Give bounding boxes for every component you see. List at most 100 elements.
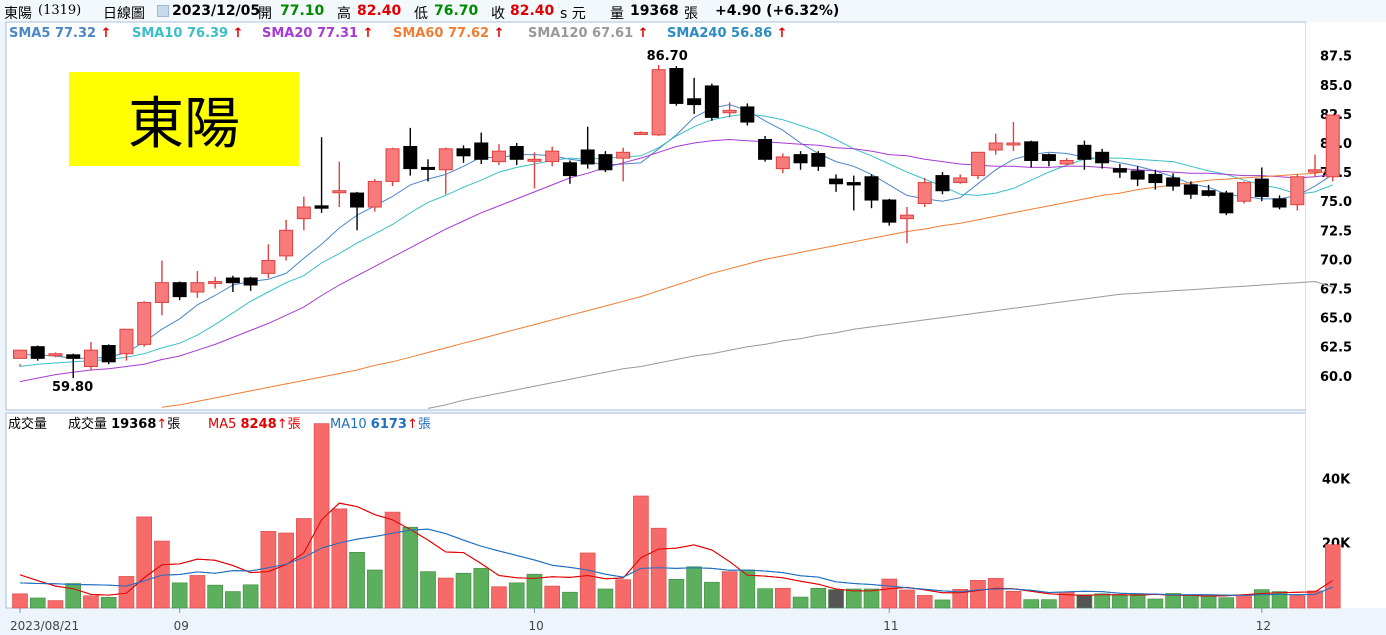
volume-bar (118, 576, 135, 609)
candle-body (882, 199, 897, 223)
volume-bar (775, 588, 791, 609)
candle-body (829, 178, 844, 185)
candle-body (438, 148, 453, 171)
volume-bar (331, 508, 348, 609)
volume-ma-line-ma5 (19, 502, 1334, 597)
volume-bar (65, 583, 82, 609)
calendar-icon[interactable] (157, 5, 169, 17)
legend-label: MA10 (330, 417, 371, 432)
candle-body (633, 132, 648, 136)
legend-label: SMA10 (132, 26, 187, 41)
candle-body (261, 260, 276, 274)
candle-body (1290, 176, 1305, 206)
candle-body (1006, 142, 1021, 146)
candle-body (1112, 168, 1127, 173)
legend-unit: 張 (288, 417, 301, 432)
legend-label: MA5 (208, 417, 241, 432)
up-arrow-icon: ↑ (772, 26, 787, 41)
candle-body (562, 162, 577, 177)
volume-bar (473, 568, 490, 609)
candle-body (1024, 141, 1039, 161)
candle-body (864, 176, 879, 201)
volume-bar (420, 571, 436, 609)
volume-tick-label: 40K (1322, 472, 1351, 487)
low-label: 低 (414, 6, 428, 22)
price-tick-label: 72.5 (1320, 224, 1352, 239)
volume-bar (1183, 594, 1199, 609)
candle-body (30, 346, 45, 359)
volume-bar (1041, 599, 1057, 609)
legend-value: 6173 (371, 417, 407, 432)
volume-bar (491, 586, 507, 609)
legend-label: SMA240 (667, 26, 731, 41)
high-value: 82.40 (357, 3, 402, 19)
volume-bar (526, 573, 543, 609)
price-tick-label: 85.0 (1320, 79, 1352, 94)
volume-bar (12, 593, 28, 609)
volume-bar (863, 588, 880, 609)
candle-body (296, 206, 311, 220)
high-label: 高 (337, 6, 351, 22)
period-label: 日線圖 (103, 6, 145, 22)
candle-body (1166, 177, 1181, 187)
volume-bar (349, 551, 365, 609)
up-arrow-icon: ↑ (358, 26, 373, 41)
candle-body (917, 182, 932, 205)
volume-bar (29, 597, 46, 609)
legend-value: 56.86 (731, 26, 772, 41)
volume-bar (845, 588, 862, 609)
candle-body (775, 156, 790, 170)
legend-value: 67.61 (592, 26, 633, 41)
up-arrow-icon: ↑ (156, 417, 167, 432)
volume-bar (1236, 594, 1252, 609)
volume-bar (47, 600, 64, 609)
candle-body (367, 180, 382, 208)
volume-unit: 張 (684, 6, 698, 22)
quote-date: 2023/12/05 (172, 3, 261, 19)
volume-bar (1129, 594, 1146, 609)
volume-bar (704, 581, 720, 609)
candle-body (1219, 192, 1234, 214)
volume-bar (757, 588, 773, 609)
volume-bar (1289, 595, 1306, 609)
change-value: +4.90 (+6.32%) (715, 3, 840, 19)
max-price-label: 86.70 (647, 49, 688, 64)
x-tick-label: 12 (1256, 619, 1271, 633)
candle-body (1272, 198, 1287, 208)
volume-bar (952, 589, 969, 609)
candle-body (598, 154, 613, 171)
volume-bar (437, 577, 454, 609)
volume-bar (402, 526, 419, 609)
candle-body (811, 152, 826, 167)
series-line-sma120 (427, 280, 1333, 409)
price-tick-label: 70.0 (1320, 253, 1352, 268)
candle-body (651, 69, 666, 136)
volume-legend-ma10: MA10 6173↑張 (330, 417, 431, 432)
legend-value: 8248 (241, 417, 277, 432)
legend-label: SMA5 (9, 26, 55, 41)
candle-body (1059, 159, 1074, 165)
volume-value: 19368 (630, 3, 679, 19)
candle-body (1308, 169, 1323, 173)
volume-bar (987, 578, 1004, 609)
candle-body (1041, 154, 1056, 161)
volume-bar (83, 595, 99, 609)
volume-bar (792, 596, 809, 609)
candle-body (456, 148, 471, 157)
volume-bar (136, 516, 152, 609)
volume-bar (916, 595, 933, 609)
legend-value: 76.39 (187, 26, 228, 41)
candle-body (225, 277, 240, 284)
volume-bar (615, 579, 631, 609)
sma-legend-sma20: SMA20 77.31 ↑ (262, 26, 374, 41)
volume-bar (1023, 599, 1039, 609)
unit-label: s 元 (560, 6, 586, 22)
volume-bar (579, 552, 596, 609)
volume-bar (544, 585, 561, 609)
candle-body (722, 109, 737, 114)
volume-bar (455, 572, 472, 609)
volume-bar (810, 588, 827, 609)
x-tick-label: 09 (174, 619, 189, 633)
candle-body (740, 106, 755, 123)
